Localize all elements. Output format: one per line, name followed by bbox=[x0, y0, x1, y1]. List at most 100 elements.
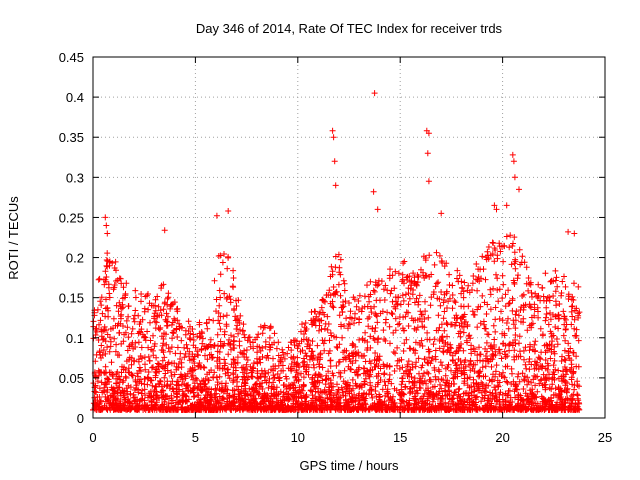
data-point bbox=[212, 396, 219, 403]
data-point bbox=[231, 305, 238, 312]
data-point bbox=[230, 356, 237, 363]
data-point bbox=[478, 398, 485, 405]
data-point bbox=[421, 316, 428, 322]
data-point bbox=[208, 367, 215, 374]
data-point bbox=[531, 306, 538, 313]
data-point bbox=[118, 315, 124, 322]
data-point bbox=[283, 393, 290, 400]
data-point bbox=[364, 282, 370, 289]
data-point bbox=[512, 381, 519, 388]
data-point bbox=[377, 393, 383, 400]
data-point bbox=[442, 372, 449, 379]
data-point bbox=[513, 382, 519, 389]
data-point bbox=[438, 376, 445, 383]
data-point bbox=[561, 347, 568, 354]
data-point bbox=[531, 348, 538, 355]
data-point bbox=[398, 400, 405, 407]
data-point bbox=[568, 357, 575, 364]
data-point bbox=[312, 322, 319, 329]
data-point bbox=[217, 343, 224, 350]
data-point bbox=[230, 275, 237, 281]
data-point bbox=[222, 370, 229, 377]
data-point bbox=[106, 400, 113, 407]
data-point bbox=[169, 335, 176, 342]
data-point bbox=[196, 360, 203, 366]
data-point bbox=[190, 331, 197, 338]
data-point bbox=[339, 309, 346, 316]
data-point bbox=[534, 294, 541, 301]
data-point bbox=[153, 383, 160, 390]
data-point bbox=[347, 314, 354, 321]
data-point bbox=[138, 380, 145, 387]
data-point bbox=[550, 392, 557, 399]
data-point bbox=[433, 327, 440, 334]
data-point bbox=[512, 265, 519, 272]
data-point bbox=[422, 298, 428, 305]
data-point bbox=[243, 361, 250, 368]
data-point bbox=[366, 405, 373, 412]
data-point bbox=[114, 352, 121, 359]
data-point bbox=[134, 402, 141, 409]
data-point bbox=[543, 298, 550, 304]
data-point bbox=[322, 298, 328, 305]
data-point bbox=[526, 366, 533, 373]
data-point bbox=[196, 321, 203, 328]
data-point bbox=[495, 383, 502, 390]
data-point bbox=[469, 398, 475, 405]
data-point bbox=[436, 337, 443, 344]
data-point bbox=[204, 356, 211, 363]
data-point bbox=[300, 336, 307, 343]
data-point bbox=[192, 344, 199, 351]
data-point bbox=[449, 305, 456, 312]
data-point bbox=[492, 352, 499, 358]
data-point bbox=[394, 344, 401, 351]
data-point bbox=[93, 328, 100, 335]
data-point bbox=[159, 401, 166, 408]
data-point bbox=[239, 328, 246, 335]
data-point bbox=[389, 272, 396, 279]
data-point bbox=[231, 359, 238, 366]
x-tick-label: 20 bbox=[495, 430, 509, 445]
data-point bbox=[161, 227, 168, 234]
data-point bbox=[285, 405, 292, 412]
data-point bbox=[565, 397, 571, 404]
data-point bbox=[375, 406, 382, 413]
data-point bbox=[548, 278, 555, 285]
data-point bbox=[488, 363, 495, 370]
data-point bbox=[342, 298, 349, 305]
data-point bbox=[492, 316, 499, 323]
data-point bbox=[368, 386, 375, 393]
data-point bbox=[502, 398, 509, 405]
data-point bbox=[98, 342, 105, 349]
data-point bbox=[526, 303, 533, 310]
data-point bbox=[117, 392, 124, 399]
data-point bbox=[96, 275, 103, 282]
data-point bbox=[493, 206, 500, 213]
data-point bbox=[97, 351, 104, 358]
data-point bbox=[558, 292, 565, 299]
data-point bbox=[161, 354, 168, 361]
data-point bbox=[470, 311, 477, 318]
data-point bbox=[182, 407, 189, 413]
y-axis-label: ROTI / TECUs bbox=[6, 196, 21, 280]
data-point bbox=[412, 390, 419, 397]
data-point bbox=[145, 344, 152, 351]
data-point bbox=[91, 394, 98, 401]
data-point bbox=[492, 390, 499, 397]
data-point bbox=[415, 355, 422, 362]
data-point bbox=[483, 402, 490, 409]
data-point bbox=[497, 248, 504, 255]
data-point bbox=[531, 372, 538, 379]
data-point bbox=[513, 308, 520, 315]
data-point bbox=[122, 290, 129, 297]
data-point bbox=[359, 353, 366, 360]
data-point bbox=[304, 341, 311, 347]
data-point bbox=[97, 407, 103, 413]
data-point bbox=[350, 342, 357, 348]
data-point bbox=[437, 394, 444, 401]
data-point bbox=[263, 391, 269, 398]
data-point bbox=[130, 315, 137, 322]
data-point bbox=[551, 357, 558, 364]
data-point bbox=[285, 365, 292, 372]
data-point bbox=[311, 308, 318, 315]
